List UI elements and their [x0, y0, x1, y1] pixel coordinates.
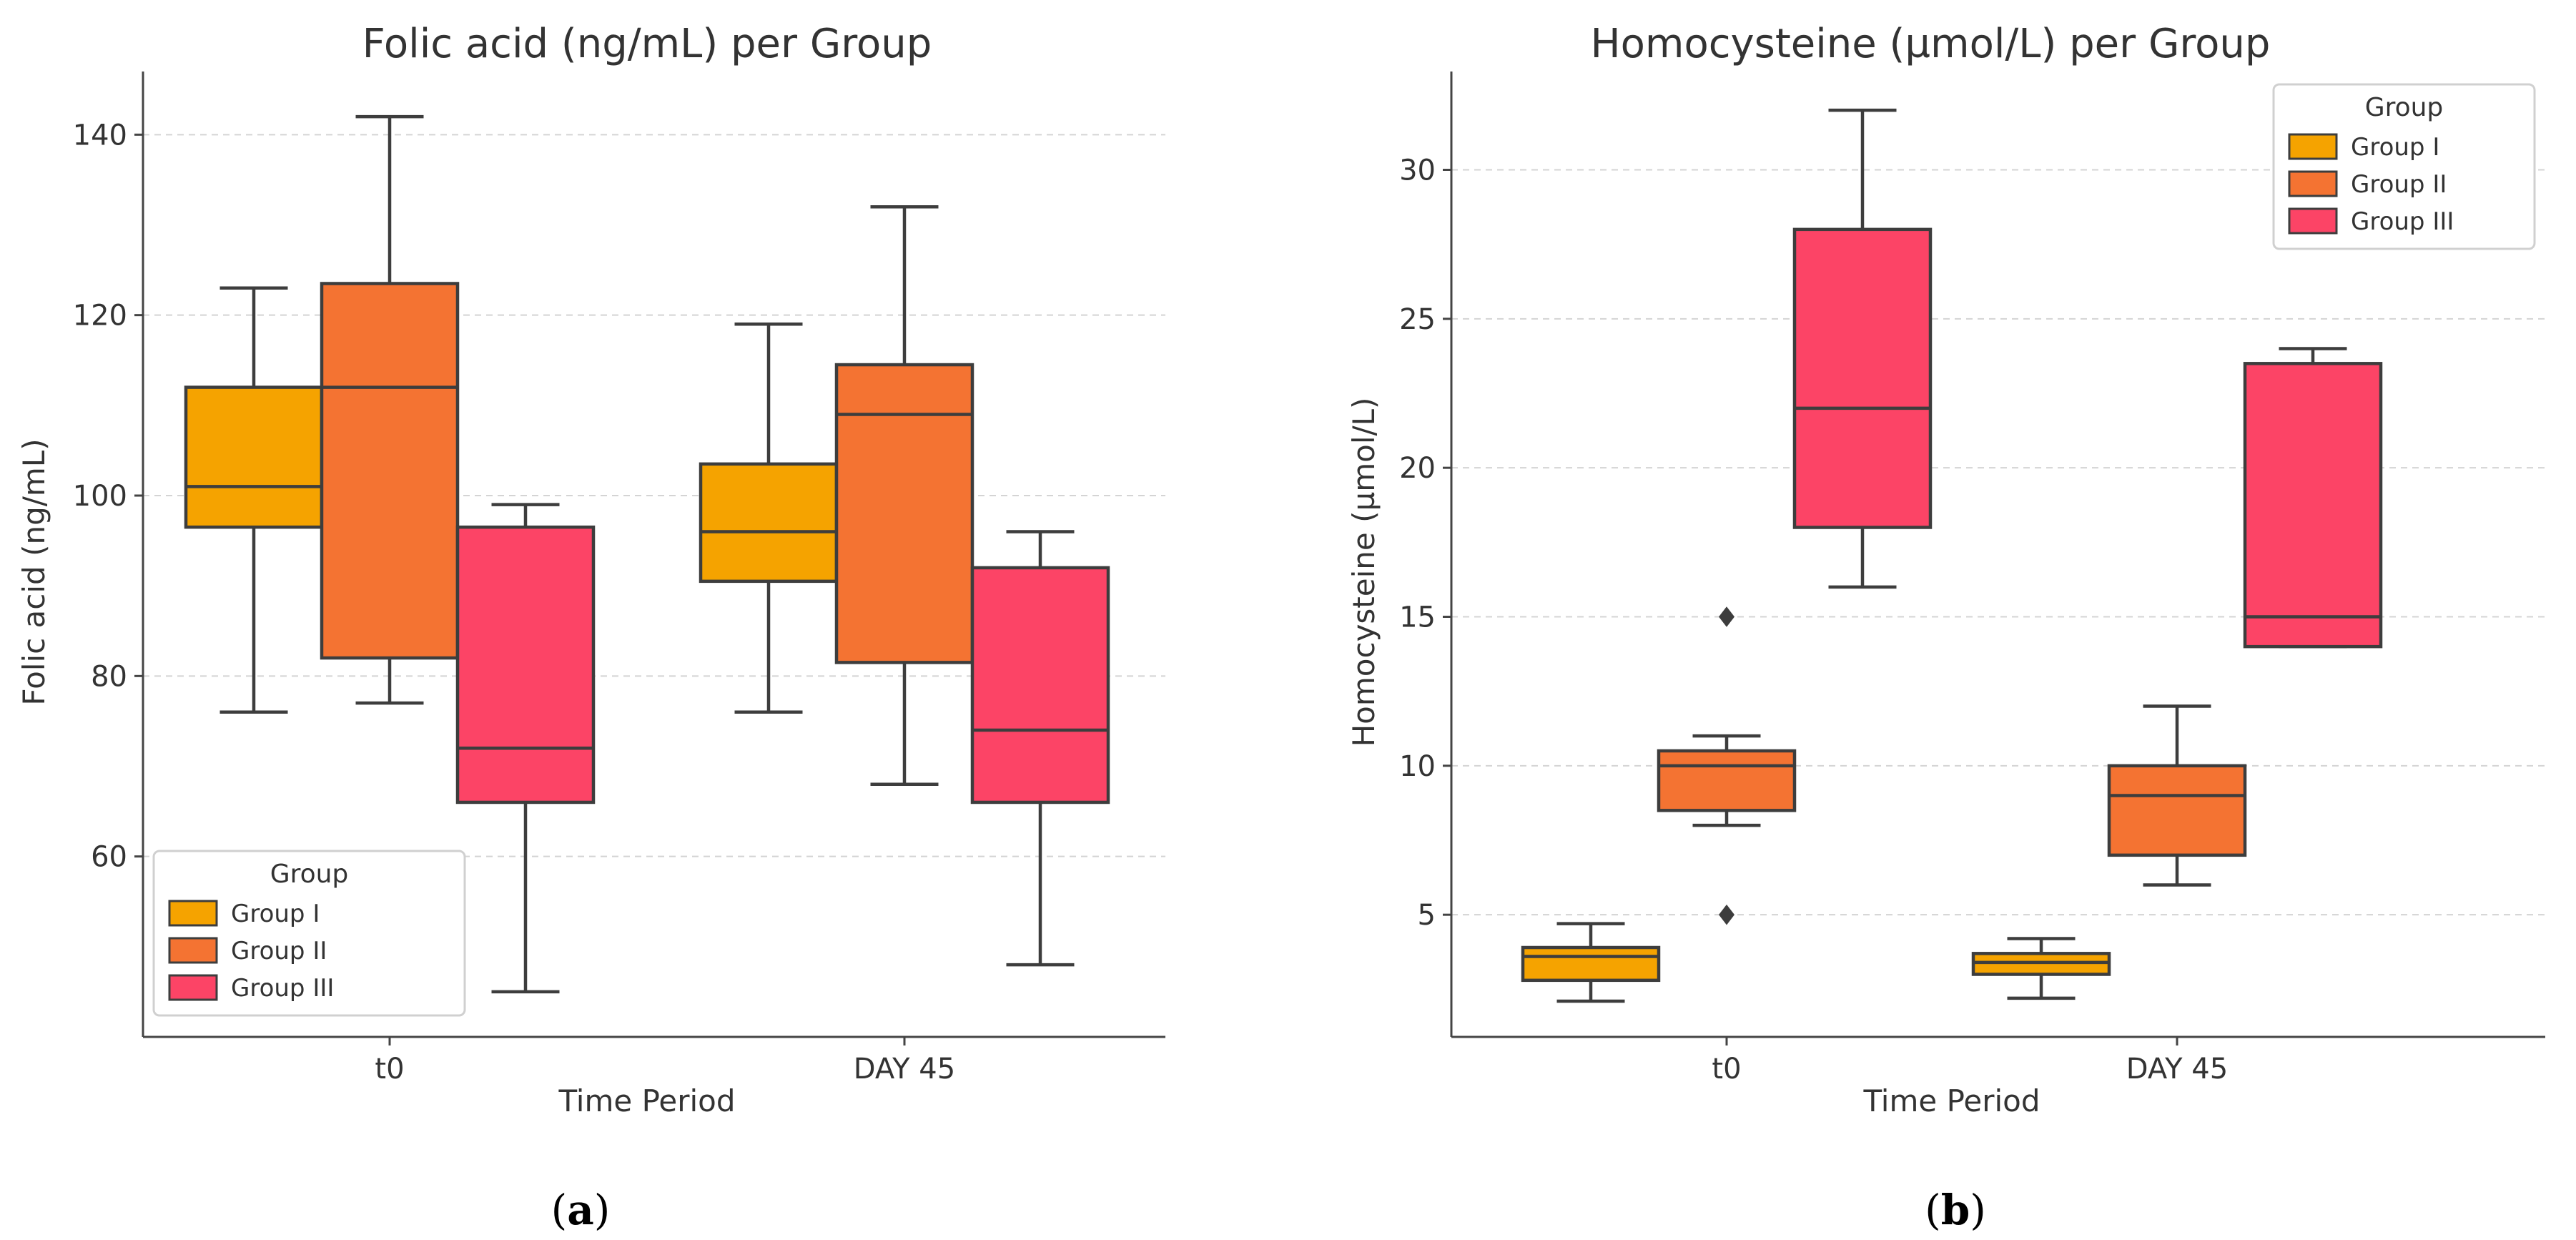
- box-plots: [184, 114, 1110, 994]
- legend-title: Group: [270, 860, 349, 889]
- legend-title: Group: [2365, 93, 2444, 122]
- folic-acid-chart: Folic acid (ng/mL) per Group Folic acid …: [16, 21, 1165, 1234]
- box-body: [1657, 749, 1797, 812]
- box-plot: [2107, 704, 2247, 887]
- box-body: [184, 385, 324, 529]
- y-tick-label: 30: [1399, 154, 1436, 187]
- caption-a: (a): [551, 1186, 611, 1234]
- legend-items: Group I Group II Group III: [168, 900, 334, 1003]
- box-plot: [184, 286, 324, 714]
- legend-label: Group I: [2351, 133, 2439, 162]
- caption-b: (b): [1925, 1186, 1986, 1234]
- chart-title: Folic acid (ng/mL) per Group: [362, 21, 932, 67]
- box-plots: [1521, 108, 2383, 1003]
- box-plot: [834, 205, 974, 786]
- y-tick-label: 15: [1399, 601, 1436, 634]
- box-plot: [970, 530, 1110, 967]
- x-axis-label: Time Period: [558, 1083, 735, 1118]
- legend-swatch: [168, 937, 218, 964]
- box-body: [2107, 764, 2247, 857]
- axes: [1450, 72, 2545, 1038]
- y-tick-label: 25: [1399, 303, 1436, 336]
- legend-label: Group III: [231, 974, 334, 1003]
- legend-swatch: [168, 900, 218, 927]
- y-ticks: 60 80 100 120 140: [73, 119, 143, 874]
- x-ticks: t0 DAY 45: [375, 1037, 955, 1086]
- box-plot: [1521, 922, 1661, 1003]
- y-tick-label: 120: [73, 300, 127, 333]
- y-axis-label: Folic acid (ng/mL): [16, 438, 51, 705]
- legend-frame: [152, 850, 466, 1017]
- box-plot: [455, 503, 596, 994]
- y-tick-label: 20: [1399, 452, 1436, 485]
- y-tick-label: 140: [73, 119, 127, 152]
- caption-letter: b: [1941, 1186, 1970, 1234]
- legend-label: Group I: [231, 900, 320, 928]
- box-plot: [320, 114, 460, 705]
- x-axis-label: Time Period: [1862, 1083, 2040, 1118]
- legend: Group Group I Group II Group III: [152, 850, 466, 1017]
- outlier-point: [1719, 904, 1734, 925]
- x-tick-label: t0: [375, 1053, 404, 1086]
- box-body: [320, 282, 460, 660]
- box-body: [1792, 227, 1933, 529]
- legend: Group Group I Group II Group III: [2272, 83, 2536, 250]
- legend-label: Group II: [2351, 170, 2447, 199]
- axes: [142, 72, 1165, 1038]
- homocysteine-chart: Homocysteine (µmol/L) per Group Homocyst…: [1346, 21, 2545, 1234]
- y-tick-label: 80: [91, 660, 127, 693]
- y-axis-label: Homocysteine (µmol/L): [1346, 398, 1381, 747]
- legend-swatch: [168, 974, 218, 1001]
- x-tick-label: t0: [1712, 1053, 1741, 1086]
- box-body: [455, 525, 596, 804]
- box-body: [2243, 362, 2383, 649]
- box-body: [699, 462, 839, 584]
- caption-letter: a: [567, 1186, 594, 1234]
- legend-label: Group III: [2351, 207, 2454, 236]
- box-plot: [1971, 937, 2111, 1000]
- y-tick-label: 5: [1418, 899, 1436, 932]
- box-body: [834, 363, 974, 664]
- box-plot: [1657, 606, 1797, 925]
- box-plot: [699, 323, 839, 714]
- legend-frame: [2272, 83, 2536, 250]
- chart-title: Homocysteine (µmol/L) per Group: [1591, 21, 2271, 67]
- legend-label: Group II: [231, 937, 327, 965]
- legend-swatch: [2288, 133, 2338, 160]
- x-ticks: t0 DAY 45: [1712, 1037, 2228, 1086]
- y-tick-label: 10: [1399, 750, 1436, 783]
- y-tick-label: 100: [73, 480, 127, 513]
- outlier-point: [1719, 606, 1734, 627]
- legend-items: Group I Group II Group III: [2288, 133, 2454, 236]
- box-plot: [1792, 108, 1933, 589]
- x-tick-label: DAY 45: [854, 1053, 955, 1086]
- box-body: [1521, 945, 1661, 983]
- y-tick-label: 60: [91, 841, 127, 874]
- legend-swatch: [2288, 170, 2338, 197]
- y-ticks: 5 10 15 20 25 30: [1399, 154, 1451, 932]
- box-body: [970, 566, 1110, 804]
- box-plot: [2243, 347, 2383, 649]
- x-tick-label: DAY 45: [2126, 1053, 2228, 1086]
- legend-swatch: [2288, 207, 2338, 235]
